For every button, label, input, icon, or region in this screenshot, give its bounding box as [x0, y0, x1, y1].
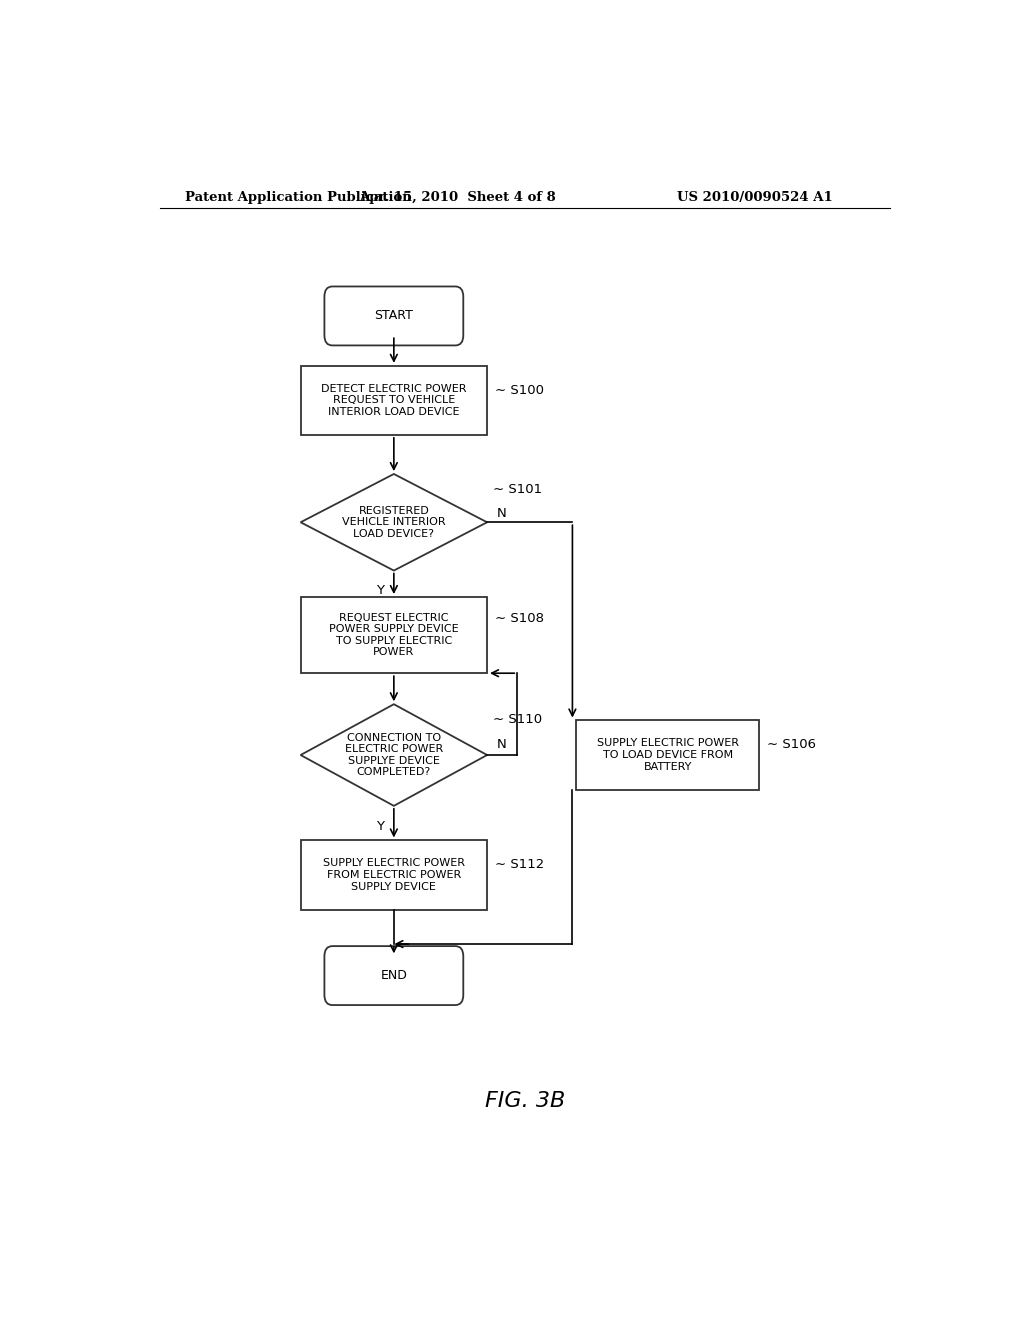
Text: Y: Y [376, 820, 384, 833]
Polygon shape [301, 474, 487, 570]
Text: ∼ S110: ∼ S110 [494, 713, 543, 726]
Text: Patent Application Publication: Patent Application Publication [185, 190, 412, 203]
Text: SUPPLY ELECTRIC POWER
TO LOAD DEVICE FROM
BATTERY: SUPPLY ELECTRIC POWER TO LOAD DEVICE FRO… [597, 738, 738, 772]
Text: US 2010/0090524 A1: US 2010/0090524 A1 [677, 190, 833, 203]
Text: Apr. 15, 2010  Sheet 4 of 8: Apr. 15, 2010 Sheet 4 of 8 [359, 190, 556, 203]
Text: ∼ S100: ∼ S100 [495, 384, 544, 396]
Text: REGISTERED
VEHICLE INTERIOR
LOAD DEVICE?: REGISTERED VEHICLE INTERIOR LOAD DEVICE? [342, 506, 445, 539]
Polygon shape [301, 704, 487, 805]
Text: START: START [375, 309, 414, 322]
Text: END: END [381, 969, 408, 982]
Bar [301, 841, 487, 909]
Bar [577, 721, 759, 789]
Text: N: N [497, 507, 507, 520]
FancyBboxPatch shape [325, 286, 463, 346]
Text: N: N [497, 738, 507, 751]
Text: ∼ S108: ∼ S108 [495, 612, 544, 626]
Text: Y: Y [376, 585, 384, 598]
Text: REQUEST ELECTRIC
POWER SUPPLY DEVICE
TO SUPPLY ELECTRIC
POWER: REQUEST ELECTRIC POWER SUPPLY DEVICE TO … [329, 612, 459, 657]
Text: SUPPLY ELECTRIC POWER
FROM ELECTRIC POWER
SUPPLY DEVICE: SUPPLY ELECTRIC POWER FROM ELECTRIC POWE… [323, 858, 465, 891]
Text: FIG. 3B: FIG. 3B [484, 1090, 565, 1110]
Text: ∼ S112: ∼ S112 [495, 858, 545, 871]
FancyBboxPatch shape [325, 946, 463, 1005]
Text: ∼ S106: ∼ S106 [767, 738, 816, 751]
Text: DETECT ELECTRIC POWER
REQUEST TO VEHICLE
INTERIOR LOAD DEVICE: DETECT ELECTRIC POWER REQUEST TO VEHICLE… [322, 384, 467, 417]
Text: CONNECTION TO
ELECTRIC POWER
SUPPLYE DEVICE
COMPLETED?: CONNECTION TO ELECTRIC POWER SUPPLYE DEV… [345, 733, 443, 777]
Text: ∼ S101: ∼ S101 [494, 483, 543, 496]
Bar [301, 597, 487, 673]
Bar [301, 366, 487, 434]
